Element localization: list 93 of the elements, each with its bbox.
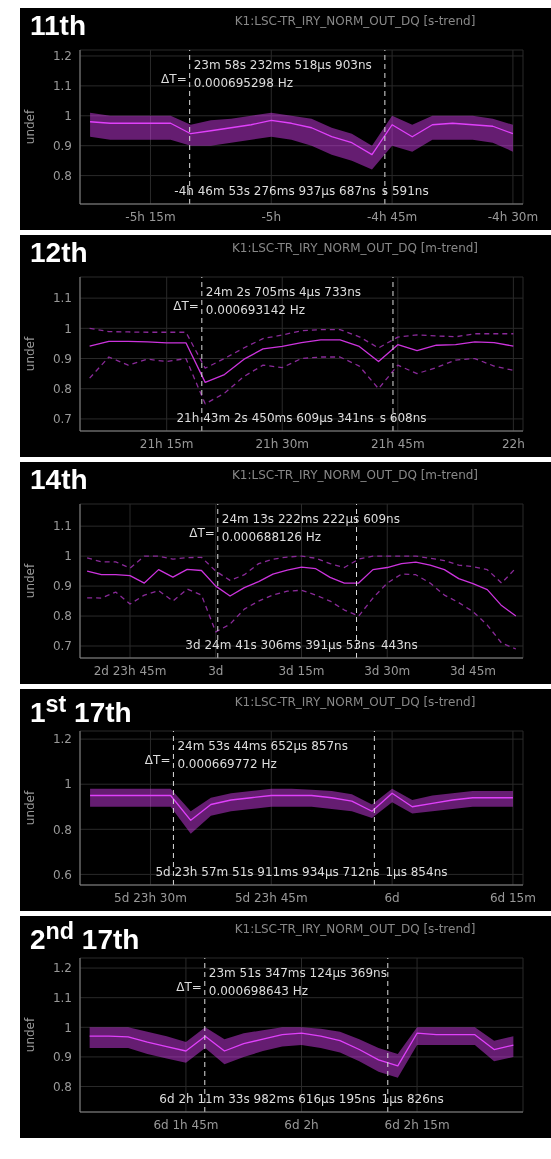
x-tick-label: 3d 30m <box>364 663 411 678</box>
annotation: -4h 46m 53s 276ms 937µs 687ns <box>174 184 376 198</box>
line-series <box>88 356 515 405</box>
y-axis-title: undef <box>23 109 38 145</box>
x-tick-label: 3d 45m <box>449 663 496 678</box>
y-tick-label: 1.1 <box>52 519 72 534</box>
y-tick-label: 1.2 <box>52 961 72 976</box>
chart-title: 14th <box>30 464 88 496</box>
x-tick-label: -4h 30m <box>487 209 539 224</box>
annotation: 0.000693142 Hz <box>205 303 306 317</box>
line-series <box>86 573 517 650</box>
annotation: 24m 2s 705ms 4µs 733ns <box>205 285 362 299</box>
annotation: 3d 24m 41s 306ms 391µs 53ns <box>185 638 375 652</box>
x-tick-label: 2d 23h 45m <box>93 663 167 678</box>
x-tick-label: 5d 23h 30m <box>114 890 187 905</box>
annotation: 0.000688126 Hz <box>221 530 322 544</box>
y-tick-label: 0.8 <box>52 609 72 624</box>
y-tick-label: 1 <box>64 777 72 792</box>
x-tick-label: -5h 15m <box>125 209 176 224</box>
x-tick-label: 22h <box>501 436 525 451</box>
y-tick-label: 1 <box>64 109 72 124</box>
y-tick-label: 0.9 <box>52 138 72 153</box>
chart-title: 11th <box>30 10 87 42</box>
annotation: ΔT= <box>161 72 187 86</box>
x-tick-label: 21h 15m <box>139 436 194 451</box>
annotation: 5d 23h 57m 51s 911ms 934µs 712ns <box>155 865 380 879</box>
y-axis-title: undef <box>23 563 38 599</box>
chart-title: 2$^{nd}$ 17th <box>30 918 140 957</box>
y-tick-label: 0.8 <box>52 381 72 396</box>
annotation: s 608ns <box>379 411 427 425</box>
y-tick-label: 1.2 <box>52 732 72 747</box>
annotation: 23m 58s 232ms 518µs 903ns <box>193 58 372 72</box>
x-tick-label: 5d 23h 45m <box>234 890 308 905</box>
annotation: 21h 43m 2s 450ms 609µs 341ns <box>176 411 374 425</box>
x-tick-label: 6d 2h 15m <box>384 1117 450 1132</box>
annotation: 1µs 854ns <box>385 865 448 879</box>
y-axis-title: undef <box>23 336 38 372</box>
y-tick-label: 1.2 <box>52 49 72 64</box>
y-tick-label: 0.9 <box>52 351 72 366</box>
annotation: 24m 53s 44ms 652µs 857ns <box>177 739 348 753</box>
y-tick-label: 1 <box>64 549 72 564</box>
x-tick-label: 21h 30m <box>255 436 310 451</box>
chart-title: 12th <box>30 237 88 269</box>
annotation: ΔT= <box>176 980 202 994</box>
x-tick-label: -5h <box>261 209 282 224</box>
y-tick-label: 0.8 <box>52 168 72 183</box>
y-axis-title: undef <box>23 790 38 826</box>
y-tick-label: 1 <box>64 321 72 336</box>
line-series <box>86 561 517 617</box>
annotation: ΔT= <box>173 299 199 313</box>
annotation: 23m 51s 347ms 124µs 369ns <box>208 966 387 980</box>
annotation: 443ns <box>380 638 418 652</box>
x-tick-label: 3d <box>208 663 224 678</box>
annotation: 24m 13s 222ms 222µs 609ns <box>221 512 400 526</box>
line-series <box>88 1032 515 1067</box>
y-tick-label: 1 <box>64 1020 72 1035</box>
x-tick-label: 6d <box>384 890 400 905</box>
chart-subtitle: K1:LSC-TR_IRY_NORM_OUT_DQ [s-trend] <box>233 695 477 709</box>
chart-title: 1$^{st}$ 17th <box>30 691 132 730</box>
x-tick-label: 6d 1h 45m <box>153 1117 219 1132</box>
x-tick-label: -4h 45m <box>366 209 418 224</box>
annotation: ΔT= <box>189 526 215 540</box>
annotation: ΔT= <box>144 753 171 767</box>
annotation: 0.000698643 Hz <box>208 984 309 998</box>
chart-subtitle: K1:LSC-TR_IRY_NORM_OUT_DQ [s-trend] <box>233 922 477 936</box>
line-series <box>86 555 517 584</box>
y-tick-label: 0.7 <box>52 412 72 427</box>
annotation: 1µs 826ns <box>381 1092 444 1106</box>
y-tick-label: 1.1 <box>52 79 72 94</box>
y-axis-title: undef <box>23 1017 38 1053</box>
y-tick-label: 0.9 <box>52 1050 72 1065</box>
y-tick-label: 0.8 <box>52 1079 72 1094</box>
x-tick-label: 21h 45m <box>370 436 425 451</box>
y-tick-label: 0.9 <box>52 579 72 594</box>
chart-subtitle: K1:LSC-TR_IRY_NORM_OUT_DQ [m-trend] <box>230 468 480 482</box>
y-tick-label: 1.1 <box>52 990 72 1005</box>
x-tick-label: 6d 15m <box>489 890 536 905</box>
y-tick-label: 0.6 <box>52 867 72 882</box>
line-series <box>89 792 514 821</box>
line-series <box>88 327 515 369</box>
line-series <box>88 339 515 384</box>
line-series <box>89 119 514 156</box>
y-tick-label: 0.8 <box>52 822 72 837</box>
x-tick-label: 3d 15m <box>278 663 325 678</box>
annotation: 0.000669772 Hz <box>177 757 277 771</box>
annotation: s 591ns <box>381 184 429 198</box>
annotation: 6d 2h 11m 33s 982ms 616µs 195ns <box>159 1092 376 1106</box>
x-tick-label: 6d 2h <box>284 1117 319 1132</box>
y-tick-label: 1.1 <box>52 291 72 306</box>
chart-subtitle: K1:LSC-TR_IRY_NORM_OUT_DQ [m-trend] <box>230 241 480 255</box>
chart-subtitle: K1:LSC-TR_IRY_NORM_OUT_DQ [s-trend] <box>233 14 477 28</box>
y-tick-label: 0.7 <box>52 639 72 654</box>
annotation: 0.000695298 Hz <box>193 76 293 90</box>
